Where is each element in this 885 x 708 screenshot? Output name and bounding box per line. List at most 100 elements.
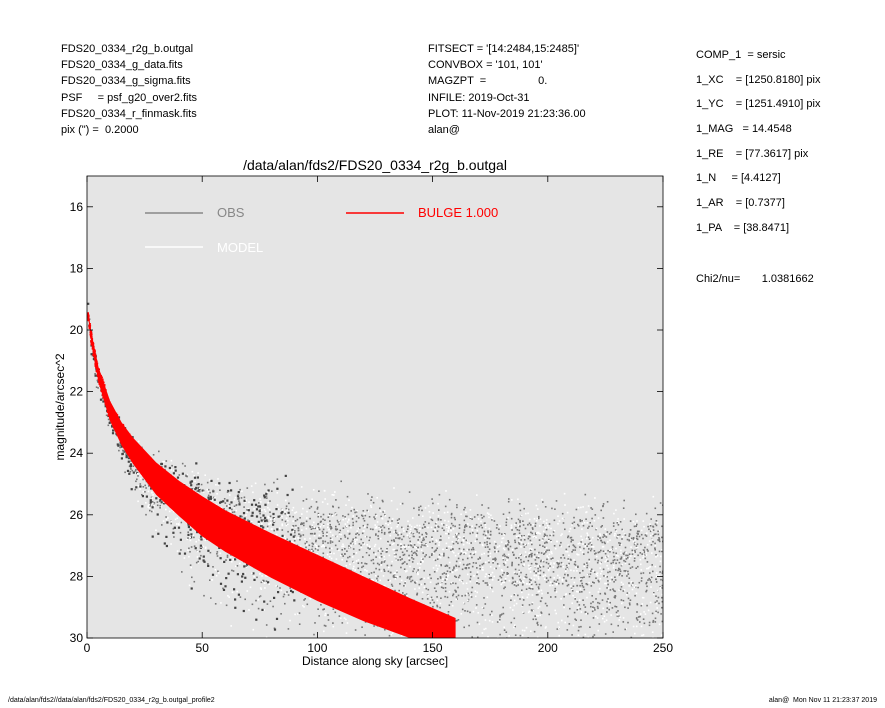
- model-point: [380, 564, 382, 566]
- obs-point: [401, 502, 404, 505]
- obs-point: [587, 662, 589, 664]
- obs-point: [636, 537, 638, 540]
- obs-point: [277, 591, 280, 594]
- model-point: [427, 577, 429, 579]
- model-point: [347, 530, 349, 532]
- model-point: [536, 552, 539, 554]
- obs-point: [375, 534, 377, 536]
- obs-point: [607, 583, 609, 586]
- bulge-point: [92, 342, 95, 345]
- obs-point: [636, 619, 639, 621]
- model-point: [621, 535, 624, 538]
- obs-point: [594, 641, 596, 643]
- model-point: [170, 459, 173, 462]
- model-point: [623, 533, 626, 535]
- bulge-point: [87, 312, 89, 315]
- obs-point: [619, 534, 621, 536]
- obs-point: [655, 610, 657, 613]
- obs-point: [578, 604, 581, 606]
- model-point: [621, 646, 623, 648]
- obs-point: [484, 534, 487, 537]
- bulge-point: [111, 407, 114, 410]
- model-point: [547, 688, 549, 690]
- bulge-point: [129, 452, 131, 455]
- obs-point: [324, 625, 327, 627]
- bulge-point: [90, 343, 93, 346]
- model-point: [604, 582, 606, 585]
- model-point: [650, 586, 652, 588]
- model-point: [560, 598, 562, 600]
- obs-point: [354, 511, 356, 514]
- bulge-point: [131, 453, 133, 456]
- obs-point: [302, 534, 305, 536]
- model-point: [508, 579, 511, 582]
- obs-point: [522, 543, 525, 546]
- plot-background: [87, 176, 663, 638]
- model-point: [621, 563, 623, 566]
- model-point: [550, 527, 552, 530]
- model-point: [502, 557, 504, 560]
- model-point: [528, 568, 530, 570]
- model-point: [446, 578, 448, 580]
- obs-point: [160, 462, 163, 466]
- obs-point: [455, 560, 458, 563]
- model-point: [338, 549, 340, 552]
- obs-point: [540, 560, 542, 563]
- model-point: [291, 526, 294, 528]
- model-point: [605, 559, 608, 561]
- model-point: [571, 602, 573, 604]
- obs-point: [589, 522, 591, 524]
- model-point: [421, 591, 424, 594]
- obs-point: [454, 525, 456, 528]
- obs-point: [456, 619, 458, 622]
- obs-point: [410, 575, 413, 578]
- model-point: [588, 591, 591, 594]
- obs-point: [580, 577, 582, 579]
- obs-point: [298, 533, 300, 535]
- obs-point: [304, 542, 307, 545]
- model-point: [626, 593, 628, 596]
- model-point: [495, 551, 498, 553]
- bulge-point: [101, 378, 104, 381]
- obs-point: [120, 457, 123, 460]
- obs-point: [489, 533, 492, 536]
- obs-point: [540, 600, 542, 603]
- obs-point: [370, 547, 372, 550]
- obs-point: [342, 515, 344, 517]
- obs-point: [542, 545, 544, 547]
- obs-point: [522, 520, 524, 522]
- obs-point: [347, 513, 350, 516]
- bulge-point: [129, 449, 132, 452]
- obs-point: [196, 531, 199, 534]
- obs-point: [450, 601, 453, 603]
- bulge-point: [91, 347, 94, 350]
- obs-point: [419, 578, 422, 581]
- obs-point: [322, 540, 324, 542]
- obs-point: [266, 603, 269, 605]
- obs-point: [661, 572, 663, 574]
- model-point: [467, 638, 469, 640]
- obs-point: [287, 508, 290, 511]
- obs-point: [314, 532, 316, 535]
- obs-point: [581, 584, 584, 587]
- obs-point: [451, 690, 453, 692]
- obs-point: [309, 526, 312, 528]
- obs-point: [470, 575, 472, 578]
- obs-point: [358, 543, 361, 545]
- obs-point: [327, 614, 329, 616]
- model-point: [405, 545, 408, 548]
- model-point: [451, 604, 454, 607]
- obs-point: [614, 595, 616, 597]
- model-point: [189, 539, 192, 542]
- obs-point: [469, 611, 471, 614]
- bulge-point: [87, 319, 90, 322]
- obs-point: [514, 541, 517, 544]
- obs-point: [545, 581, 548, 583]
- obs-point: [661, 620, 663, 623]
- obs-point: [348, 555, 351, 558]
- model-point: [445, 490, 447, 492]
- obs-point: [612, 589, 615, 592]
- obs-point: [230, 489, 233, 492]
- obs-point: [353, 553, 355, 555]
- obs-point: [621, 528, 623, 531]
